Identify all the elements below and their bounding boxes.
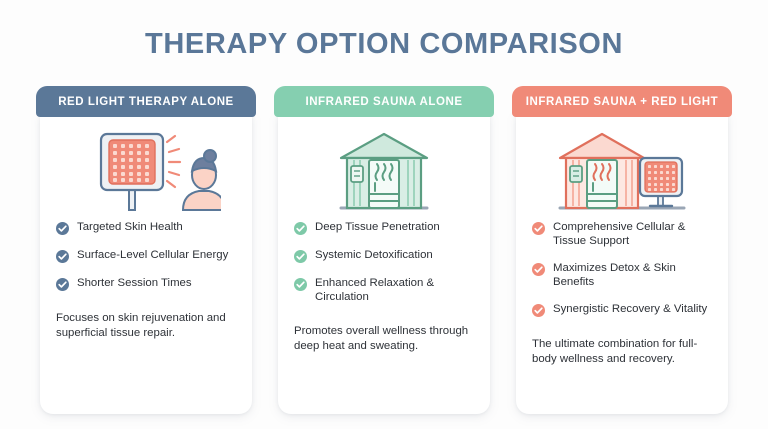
bullet-item: Targeted Skin Health bbox=[56, 220, 236, 235]
bullet-label: Maximizes Detox & Skin Benefits bbox=[553, 262, 676, 288]
check-circle-icon bbox=[532, 222, 545, 235]
bullet-item: Shorter Session Times bbox=[56, 276, 236, 291]
bullet-list-card-3: Comprehensive Cellular & Tissue Support … bbox=[516, 220, 728, 317]
bullet-label: Systemic Detoxification bbox=[315, 249, 433, 261]
bullet-label: Comprehensive Cellular & Tissue Support bbox=[553, 221, 686, 247]
comparison-cards: RED LIGHT THERAPY ALONE bbox=[36, 86, 732, 414]
illustration-red-light-panel-with-person bbox=[40, 128, 252, 214]
card-footnote: The ultimate combination for full-body w… bbox=[532, 338, 698, 365]
page-title: THERAPY OPTION COMPARISON bbox=[145, 28, 623, 60]
card-infrared-sauna-alone[interactable]: INFRARED SAUNA ALONE bbox=[274, 86, 494, 414]
card-body-infrared-sauna-plus-red-light: Comprehensive Cellular & Tissue Support … bbox=[516, 114, 728, 414]
bullet-label: Surface-Level Cellular Energy bbox=[77, 249, 229, 261]
card-footnote: Promotes overall wellness through deep h… bbox=[294, 325, 469, 352]
check-circle-icon bbox=[294, 250, 307, 263]
card-red-light-therapy-alone[interactable]: RED LIGHT THERAPY ALONE bbox=[36, 86, 256, 414]
illustration-sauna-with-red-light-panel bbox=[516, 128, 728, 214]
bullet-item: Enhanced Relaxation & Circulation bbox=[294, 276, 474, 304]
bullet-item: Surface-Level Cellular Energy bbox=[56, 248, 236, 263]
bullet-item: Comprehensive Cellular & Tissue Support bbox=[532, 220, 712, 248]
illustration-infrared-sauna-cabin bbox=[278, 128, 490, 214]
card-body-infrared-sauna-alone: Deep Tissue Penetration Systemic Detoxif… bbox=[278, 114, 490, 414]
card-infrared-sauna-plus-red-light[interactable]: INFRARED SAUNA + RED LIGHT bbox=[512, 86, 732, 414]
card-header-infrared-sauna-alone: INFRARED SAUNA ALONE bbox=[274, 86, 494, 117]
check-circle-icon bbox=[56, 250, 69, 263]
card-header-infrared-sauna-plus-red-light: INFRARED SAUNA + RED LIGHT bbox=[512, 86, 732, 117]
check-circle-icon bbox=[56, 278, 69, 291]
bullet-item: Maximizes Detox & Skin Benefits bbox=[532, 261, 712, 289]
check-circle-icon bbox=[532, 263, 545, 276]
bullet-label: Deep Tissue Penetration bbox=[315, 221, 440, 233]
bullet-list-card-2: Deep Tissue Penetration Systemic Detoxif… bbox=[278, 220, 490, 304]
card-footnote: Focuses on skin rejuvenation and superfi… bbox=[56, 312, 226, 339]
check-circle-icon bbox=[56, 222, 69, 235]
bullet-label: Enhanced Relaxation & Circulation bbox=[315, 277, 435, 303]
card-header-red-light-therapy-alone: RED LIGHT THERAPY ALONE bbox=[36, 86, 256, 117]
bullet-label: Targeted Skin Health bbox=[77, 221, 183, 233]
check-circle-icon bbox=[294, 222, 307, 235]
check-circle-icon bbox=[532, 304, 545, 317]
card-body-red-light-therapy-alone: Targeted Skin Health Surface-Level Cellu… bbox=[40, 114, 252, 414]
bullet-list-card-1: Targeted Skin Health Surface-Level Cellu… bbox=[40, 220, 252, 291]
bullet-item: Systemic Detoxification bbox=[294, 248, 474, 263]
check-circle-icon bbox=[294, 278, 307, 291]
bullet-item: Synergistic Recovery & Vitality bbox=[532, 302, 712, 317]
bullet-label: Shorter Session Times bbox=[77, 277, 192, 289]
bullet-label: Synergistic Recovery & Vitality bbox=[553, 303, 708, 315]
bullet-item: Deep Tissue Penetration bbox=[294, 220, 474, 235]
